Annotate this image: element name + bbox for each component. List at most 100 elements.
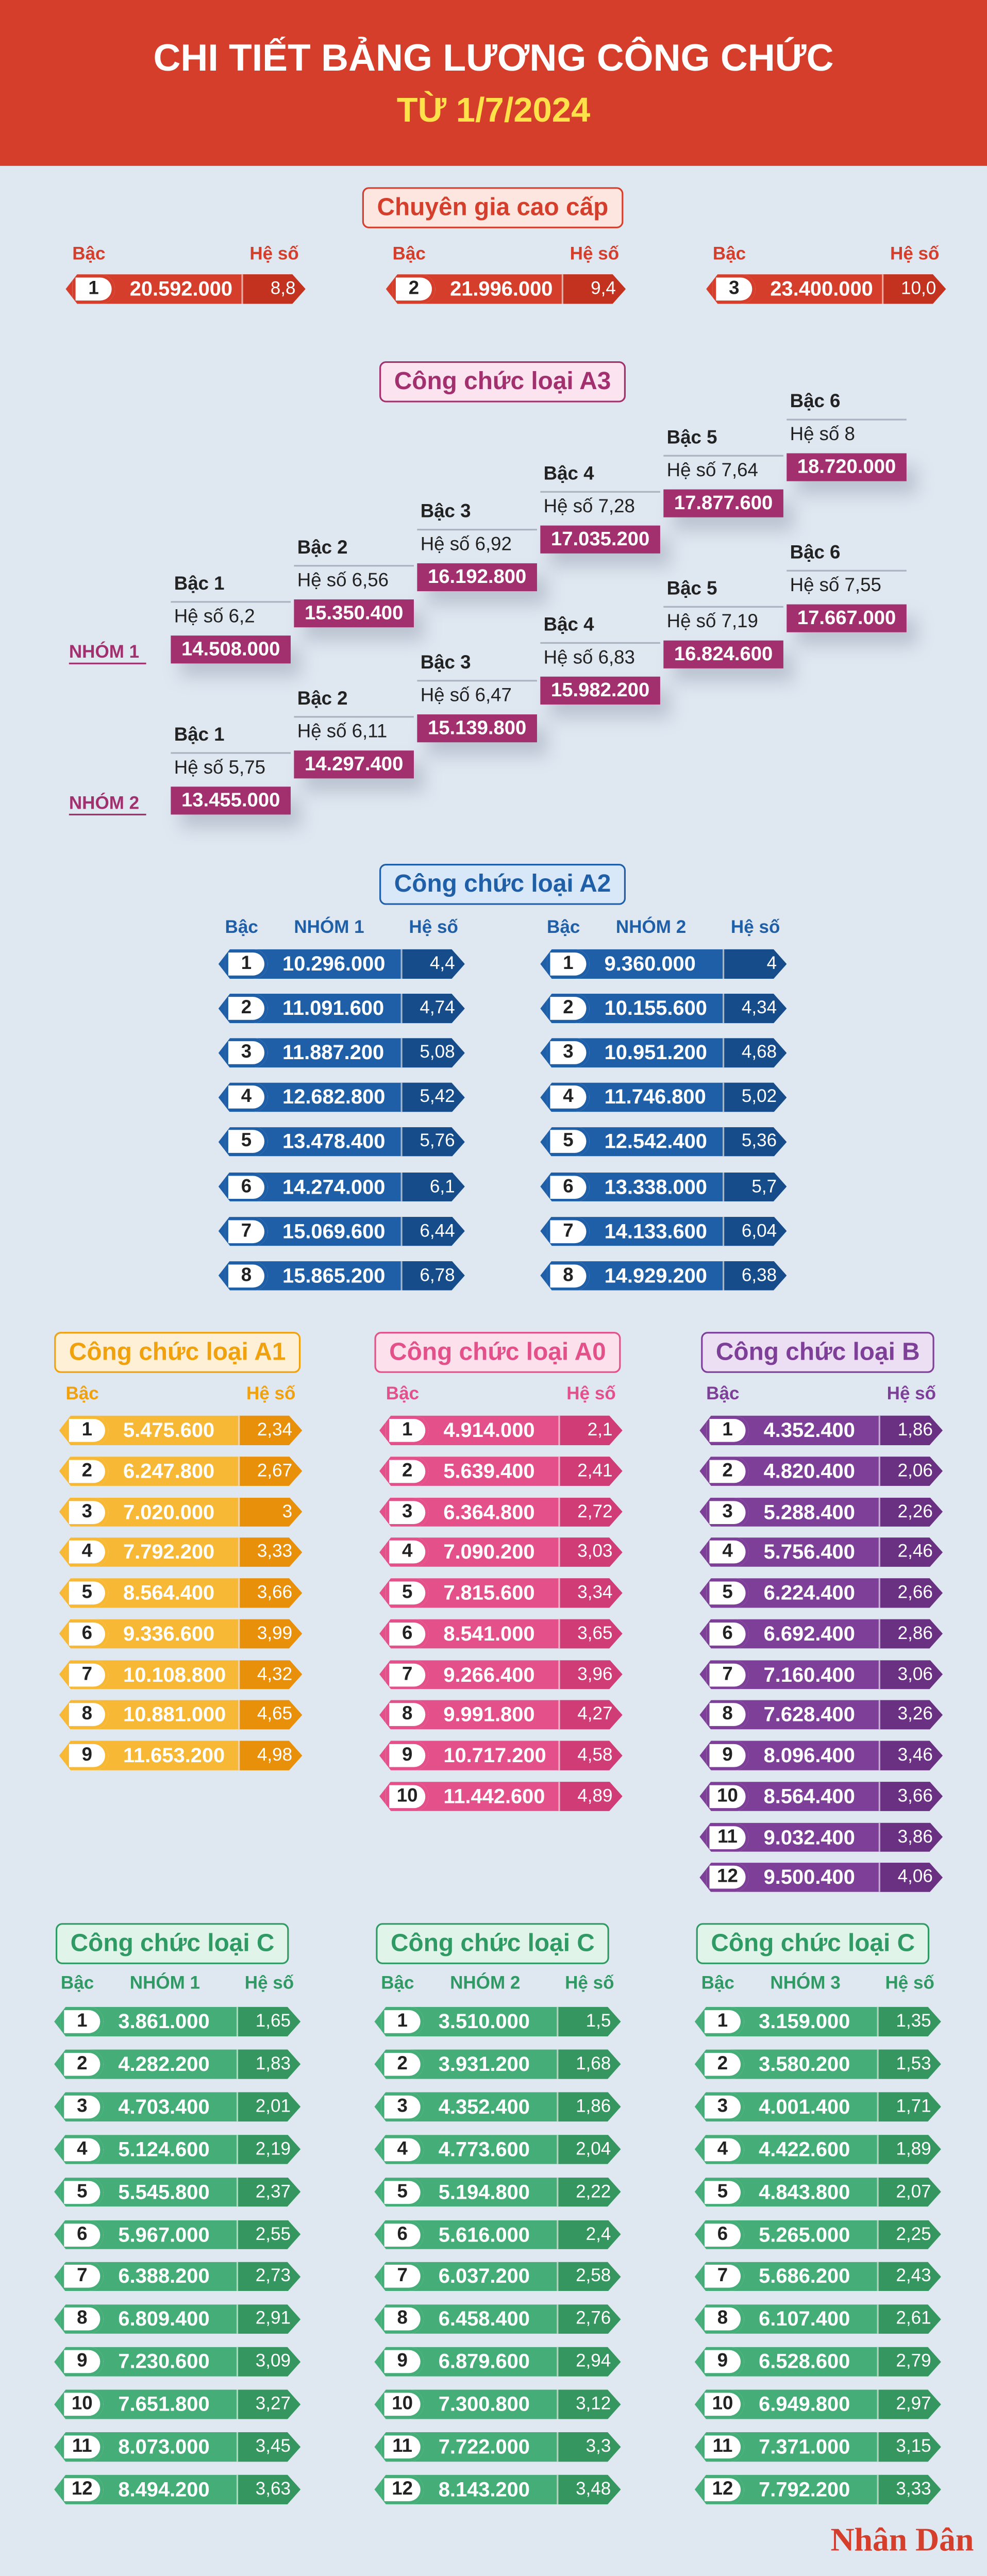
a3-coef: Hệ số 5,75 bbox=[174, 759, 265, 779]
coefficient: 2,97 bbox=[877, 2389, 941, 2419]
level-badge: 3 bbox=[225, 1038, 268, 1067]
salary-row: 4 5.124.600 2,19 bbox=[54, 2134, 300, 2164]
salary: 9.336.600 bbox=[123, 1622, 215, 1645]
level-badge: 4 bbox=[547, 1083, 590, 1112]
level-badge: 5 bbox=[547, 1127, 590, 1157]
salary-row: 4 4.773.600 2,04 bbox=[374, 2134, 621, 2164]
salary: 14.133.600 bbox=[604, 1219, 707, 1243]
section-title: Công chức loại A1 bbox=[54, 1332, 301, 1373]
level-badge: 5 bbox=[386, 1578, 429, 1608]
coefficient: 3,34 bbox=[558, 1578, 622, 1608]
coef-header: Hệ số bbox=[244, 1974, 294, 1994]
coefficient: 2,25 bbox=[877, 2219, 941, 2249]
salary-row: 6 8.541.000 3,65 bbox=[379, 1619, 623, 1648]
coefficient: 3,33 bbox=[877, 2474, 941, 2504]
level-badge: 3 bbox=[713, 274, 756, 304]
salary-row: 2 5.639.400 2,41 bbox=[379, 1457, 623, 1486]
coefficient: 6,44 bbox=[400, 1216, 464, 1246]
level-badge: 2 bbox=[701, 2049, 744, 2079]
salary: 20.592.000 bbox=[129, 277, 233, 301]
salary-row: 1 9.360.000 4 bbox=[540, 949, 787, 979]
a3-salary: 17.667.000 bbox=[787, 604, 907, 632]
salary-row: 9 6.528.600 2,79 bbox=[695, 2347, 941, 2377]
separator bbox=[787, 570, 907, 572]
coefficient: 3,27 bbox=[237, 2389, 300, 2419]
level-header: Bậc bbox=[547, 918, 580, 938]
salary: 4.282.200 bbox=[118, 2052, 210, 2076]
salary-row: 1 20.592.000 8,8 bbox=[65, 274, 305, 304]
level-badge: 2 bbox=[61, 2049, 104, 2079]
coefficient: 3,48 bbox=[557, 2474, 621, 2504]
salary: 7.722.000 bbox=[438, 2435, 530, 2458]
salary: 10.717.200 bbox=[443, 1744, 546, 1767]
level-badge: 3 bbox=[547, 1038, 590, 1067]
salary-row: 2 3.931.200 1,68 bbox=[374, 2049, 621, 2079]
level-badge: 3 bbox=[65, 1497, 108, 1526]
coef-header: Hệ số bbox=[730, 918, 780, 938]
coefficient: 5,42 bbox=[400, 1083, 464, 1112]
salary: 7.300.800 bbox=[438, 2393, 530, 2416]
salary-row: 1 3.159.000 1,35 bbox=[695, 2007, 941, 2036]
a3-salary: 17.035.200 bbox=[540, 526, 660, 555]
level-badge: 8 bbox=[386, 1700, 429, 1730]
coefficient: 2,34 bbox=[238, 1416, 302, 1445]
coefficient: 1,86 bbox=[879, 1416, 943, 1445]
a3-level: Bậc 5 bbox=[666, 580, 717, 600]
salary-row: 12 9.500.400 4,06 bbox=[699, 1863, 943, 1892]
salary: 8.494.200 bbox=[118, 2478, 210, 2501]
level-header: Bậc bbox=[392, 244, 426, 265]
salary-row: 4 7.090.200 3,03 bbox=[379, 1537, 623, 1567]
salary: 5.475.600 bbox=[123, 1419, 215, 1442]
salary: 5.545.800 bbox=[118, 2180, 210, 2203]
separator bbox=[294, 564, 414, 566]
salary-row: 1 4.352.400 1,86 bbox=[699, 1416, 943, 1445]
salary: 15.865.200 bbox=[282, 1264, 386, 1287]
salary: 6.458.400 bbox=[438, 2307, 530, 2331]
level-badge: 7 bbox=[61, 2262, 104, 2291]
salary: 6.388.200 bbox=[118, 2265, 210, 2288]
level-badge: 8 bbox=[701, 2304, 744, 2334]
salary-row: 5 8.564.400 3,66 bbox=[59, 1578, 303, 1608]
salary-row: 4 4.422.600 1,89 bbox=[695, 2134, 941, 2164]
salary: 6.037.200 bbox=[438, 2265, 530, 2288]
salary: 10.155.600 bbox=[604, 997, 707, 1021]
salary-row: 8 6.107.400 2,61 bbox=[695, 2304, 941, 2334]
salary: 8.143.200 bbox=[438, 2478, 530, 2501]
level-header: Bậc bbox=[225, 918, 258, 938]
coefficient: 1,71 bbox=[877, 2092, 941, 2121]
coefficient: 3,3 bbox=[557, 2432, 621, 2462]
coefficient: 4,68 bbox=[723, 1038, 787, 1067]
level-badge: 2 bbox=[386, 1457, 429, 1486]
coefficient: 2,37 bbox=[237, 2177, 300, 2206]
a3-level: Bậc 1 bbox=[174, 575, 225, 595]
salary-row: 9 10.717.200 4,58 bbox=[379, 1741, 623, 1770]
salary: 7.160.400 bbox=[763, 1663, 855, 1686]
salary-row: 10 6.949.800 2,97 bbox=[695, 2389, 941, 2419]
salary-row: 9 11.653.200 4,98 bbox=[59, 1741, 303, 1770]
coefficient: 4,65 bbox=[238, 1700, 302, 1730]
salary: 7.815.600 bbox=[443, 1581, 535, 1605]
a3-coef: Hệ số 6,56 bbox=[297, 571, 389, 591]
salary: 5.639.400 bbox=[443, 1459, 535, 1483]
salary: 11.091.600 bbox=[282, 997, 384, 1021]
a3-salary: 16.824.600 bbox=[663, 641, 783, 669]
salary: 11.887.200 bbox=[282, 1041, 384, 1065]
salary: 15.069.600 bbox=[282, 1219, 386, 1243]
level-badge: 7 bbox=[701, 2262, 744, 2291]
salary: 4.914.000 bbox=[443, 1419, 535, 1442]
level-header: Bậc bbox=[706, 1384, 740, 1404]
level-badge: 1 bbox=[701, 2007, 744, 2036]
salary: 8.073.000 bbox=[118, 2435, 210, 2458]
salary-row: 4 7.792.200 3,33 bbox=[59, 1537, 303, 1567]
level-badge: 6 bbox=[386, 1619, 429, 1648]
salary-row: 8 9.991.800 4,27 bbox=[379, 1700, 623, 1730]
a3-level: Bậc 5 bbox=[666, 429, 717, 449]
level-badge: 7 bbox=[381, 2262, 424, 2291]
section-title: Công chức loại C bbox=[376, 1923, 610, 1964]
salary: 4.352.400 bbox=[763, 1419, 855, 1442]
level-badge: 4 bbox=[225, 1083, 268, 1112]
level-badge: 11 bbox=[381, 2432, 424, 2462]
a3-salary: 14.297.400 bbox=[294, 750, 414, 778]
level-header: Bậc bbox=[72, 244, 106, 265]
salary-row: 5 7.815.600 3,34 bbox=[379, 1578, 623, 1608]
